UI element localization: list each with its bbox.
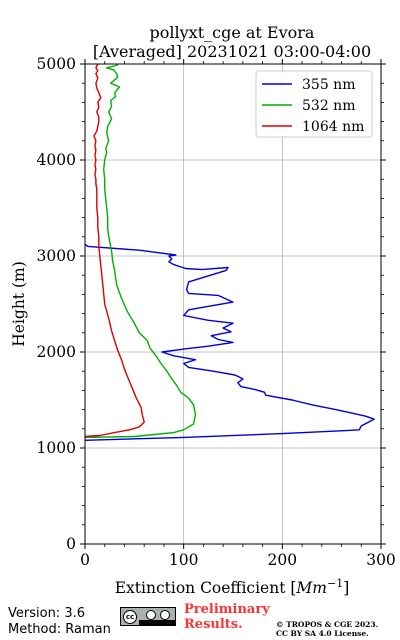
x-tick-label: 0 [80,551,90,569]
y-tick-label: 2000 [37,343,76,361]
y-tick-label: 0 [66,535,76,553]
legend-label: 1064 nm [302,119,364,135]
series-line-1064-nm [84,63,145,438]
legend-label: 355 nm [302,77,355,93]
copyright-notice: © TROPOS & CGE 2023. CC BY SA 4.0 Licens… [276,620,378,638]
license-strip [139,620,175,625]
chart-subtitle: [Averaged] 20231021 03:00-04:00 [93,42,371,61]
x-tick-label: 300 [366,551,396,569]
legend-box [255,70,373,138]
copyright-line1: © TROPOS & CGE 2023. [276,620,379,629]
series-lines [84,63,375,441]
chart-title: pollyxt_cge at Evora [150,23,315,42]
copyright-line2: CC BY SA 4.0 License. [276,629,369,638]
y-tick-label: 5000 [37,55,76,73]
creative-commons-by-sa-icon: cc [120,607,176,626]
preliminary-notice: Preliminary Results. [184,602,270,632]
series-line-355-nm [84,243,375,441]
x-tick-label: 200 [268,551,298,569]
y-axis-label: Height (m) [10,261,28,347]
legend-label: 532 nm [302,98,355,114]
plot-frame [84,63,382,545]
y-tick-label: 3000 [37,247,76,265]
y-tick-label: 1000 [37,439,76,457]
series-line-532-nm [84,63,197,439]
version-text: Version: 3.6 [8,606,85,621]
y-tick-label: 4000 [37,151,76,169]
preliminary-line2: Results. [184,617,243,632]
footer-info: Version: 3.6 Method: Raman [8,606,111,638]
cc-logo-text: cc [123,610,137,624]
x-tick-label: 100 [169,551,199,569]
legend: 355 nm 532 nm 1064 nm [255,70,373,138]
x-axis-label: Extinction Coefficient [Mm−1] [115,577,350,597]
attribution-icon [146,610,156,620]
preliminary-line1: Preliminary [184,602,270,617]
chart: pollyxt_cge at Evora [Averaged] 20231021… [10,23,396,597]
method-text: Method: Raman [8,622,111,637]
share-alike-icon [160,610,170,620]
